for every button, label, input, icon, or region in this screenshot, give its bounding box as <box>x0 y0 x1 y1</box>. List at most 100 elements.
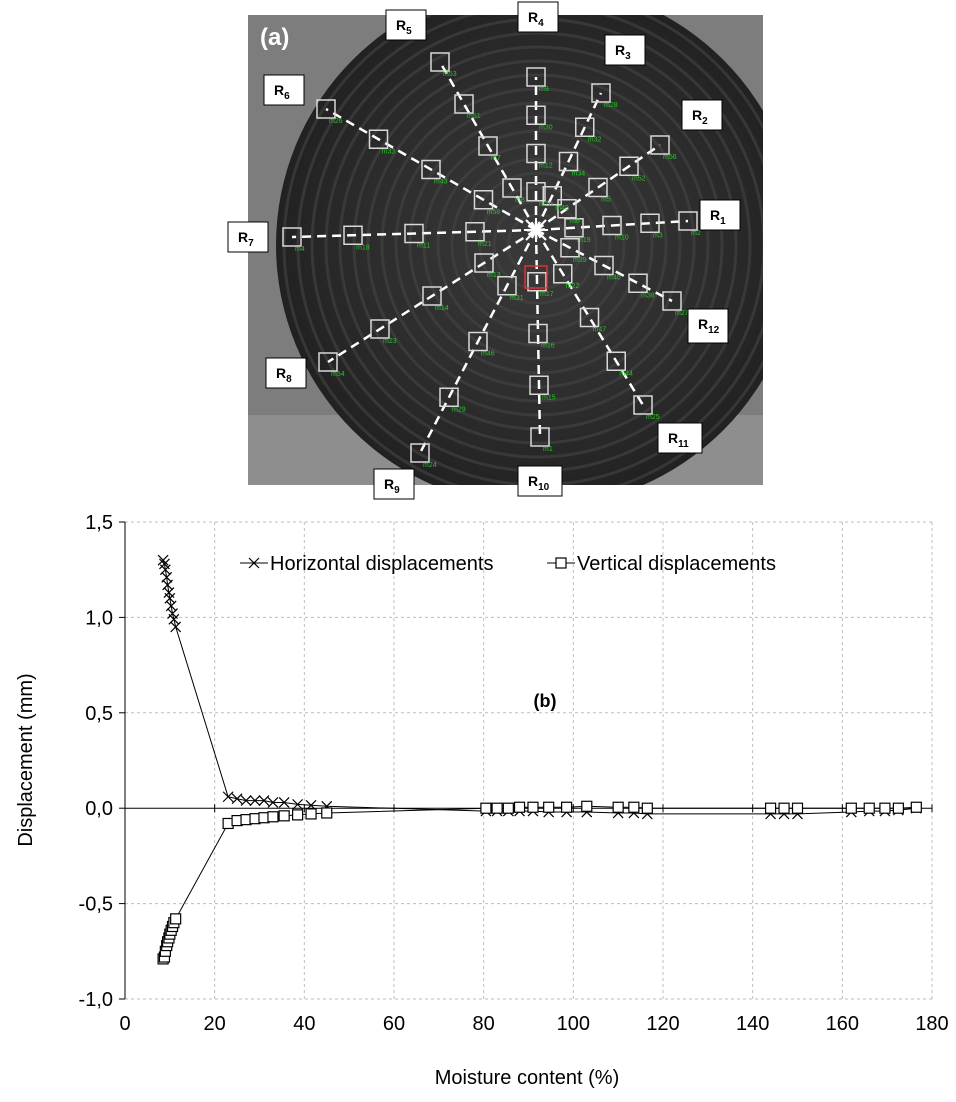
target-box <box>591 83 611 103</box>
target-tag: m44 <box>619 370 633 377</box>
x-tick-label: 180 <box>915 1013 948 1035</box>
target-box <box>530 427 550 447</box>
target-box <box>529 375 549 395</box>
target-tag: m11 <box>417 243 430 250</box>
target-box <box>557 199 577 219</box>
radial-label-R9: R9 <box>373 468 415 500</box>
y-tick-label: 1,0 <box>85 607 113 629</box>
target-tag: m19 <box>577 237 591 244</box>
data-point-square <box>791 802 804 814</box>
target-box <box>439 387 459 407</box>
series-group <box>157 554 922 965</box>
radial-label-box <box>373 468 415 500</box>
target-tag: m30 <box>539 124 553 131</box>
target-tag: m24 <box>423 462 437 469</box>
target-tag: m33 <box>382 148 396 155</box>
radial-label-R10: R10 <box>517 465 563 497</box>
marker-stroke <box>231 793 243 805</box>
target-tag: m7 <box>491 155 501 162</box>
radial-label-box <box>657 422 703 454</box>
data-point-x <box>258 795 270 806</box>
target-box <box>650 135 670 155</box>
radial-label-text: R9 <box>384 476 400 496</box>
marker-stroke <box>222 791 234 803</box>
data-point-x <box>231 793 243 805</box>
target-box <box>553 264 573 284</box>
target-box <box>454 94 474 114</box>
data-point-square <box>513 801 526 813</box>
target-box <box>678 211 698 231</box>
data-point-square <box>778 802 790 814</box>
x-tick-label: 160 <box>826 1013 859 1035</box>
target-tag: m46 <box>481 351 495 358</box>
series-horizontal <box>157 554 922 820</box>
data-point-square <box>527 801 539 813</box>
target-box <box>282 227 302 247</box>
coil-ring <box>324 31 752 459</box>
y-tick-label: 0,5 <box>85 703 113 725</box>
data-point-square <box>879 802 891 814</box>
data-point-x <box>157 554 169 566</box>
target-box <box>633 395 653 415</box>
data-point-square <box>910 801 922 813</box>
target-box <box>579 307 600 328</box>
series-line <box>162 560 917 815</box>
coil-ring <box>422 129 654 361</box>
target-box <box>497 276 517 296</box>
target-tag: m38 <box>641 292 655 299</box>
radial-line <box>418 229 538 454</box>
highlight-box <box>524 265 548 289</box>
target-tag: m8 <box>515 197 525 204</box>
radial-label-R7: R7 <box>227 221 269 253</box>
radial-label-text: R4 <box>528 9 544 29</box>
y-tick-label: 1,5 <box>85 512 113 534</box>
target-tag: m21 <box>478 241 492 248</box>
series-vertical <box>157 800 922 965</box>
target-box <box>594 255 614 276</box>
radial-line <box>534 229 542 438</box>
coil-ring <box>366 73 710 417</box>
marker-stroke <box>157 554 169 566</box>
radial-label-R1: R1 <box>699 199 741 231</box>
radial-line <box>327 228 537 364</box>
target-tag: m31 <box>510 295 524 302</box>
coil-ring <box>450 157 626 333</box>
radial-label-R12: R12 <box>687 308 729 344</box>
target-box <box>502 178 522 198</box>
target-tag: m13 <box>487 272 501 279</box>
target-tag: m3 <box>653 232 663 239</box>
radial-label-R2: R2 <box>681 99 723 131</box>
target-tag: m40 <box>607 275 621 282</box>
data-point-square <box>612 801 624 813</box>
target-box <box>628 273 648 293</box>
y-tick-label: -1,0 <box>79 989 113 1011</box>
marker-stroke <box>240 795 252 806</box>
target-tag: m23 <box>383 338 397 345</box>
target-tag: m26 <box>329 118 343 125</box>
y-tick-label: 0,0 <box>85 798 113 820</box>
target-tag: m22 <box>566 283 580 290</box>
legend-label: Horizontal displacements <box>270 553 493 575</box>
panel-a-label: (a) <box>260 24 289 51</box>
radial-line <box>438 61 538 231</box>
data-point-x <box>249 795 261 806</box>
radial-label-text: R11 <box>668 430 689 450</box>
data-point-square <box>641 802 653 814</box>
x-tick-label: 20 <box>204 1013 226 1035</box>
target-box <box>606 351 626 371</box>
radial-label-text: R7 <box>238 229 254 249</box>
radial-label-text: R5 <box>396 17 412 37</box>
target-tag: m29 <box>452 406 466 413</box>
target-tag: m12 <box>539 163 553 170</box>
data-point-x <box>248 557 260 569</box>
legend: Horizontal displacements Vertical displac… <box>240 553 776 575</box>
radial-label-text: R3 <box>615 42 631 62</box>
target-tag: m2 <box>691 230 701 237</box>
target-tag: m43 <box>434 179 448 186</box>
target-tag: m49 <box>555 205 569 212</box>
marker-stroke <box>267 797 279 808</box>
data-point-x <box>170 621 182 633</box>
radial-label-box <box>517 465 563 497</box>
data-point-x <box>240 795 252 806</box>
target-box <box>560 238 580 258</box>
